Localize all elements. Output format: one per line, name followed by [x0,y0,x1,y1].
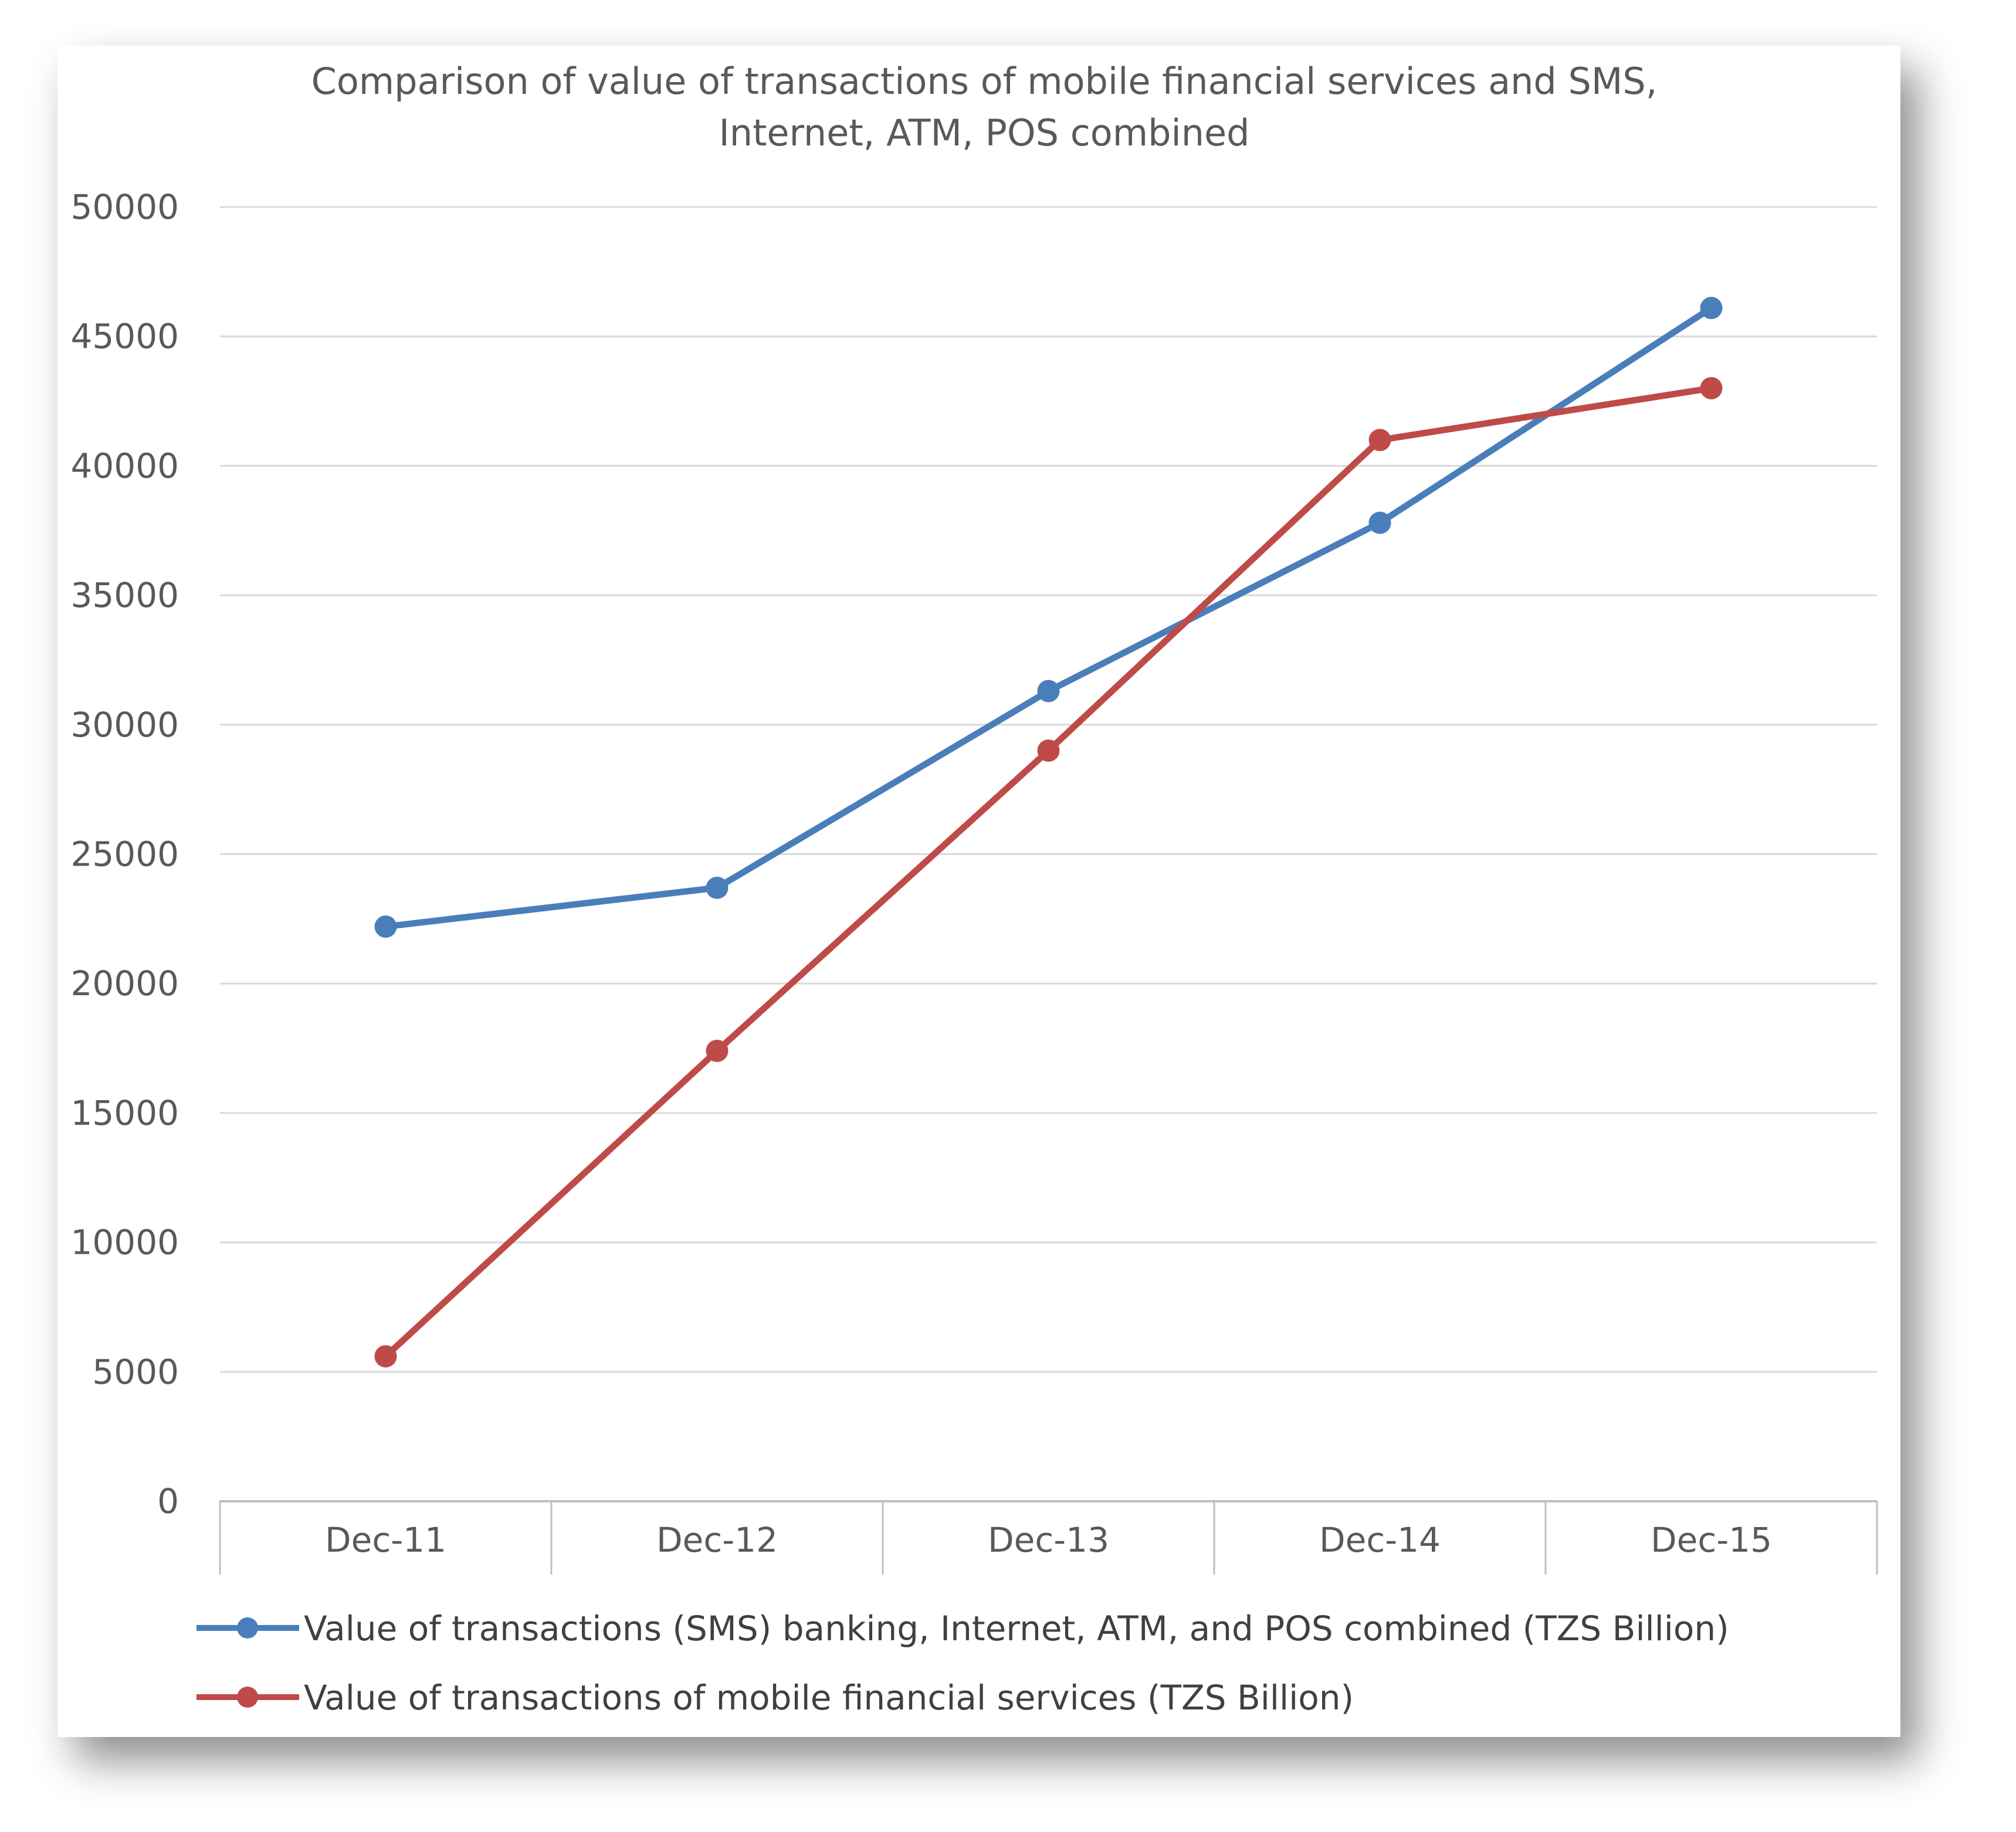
chart-card [57,46,1900,1737]
data-point [1037,680,1060,703]
y-tick-label: 50000 [70,187,179,227]
x-axis: Dec-11 Dec-12 Dec-13 Dec-14 Dec-15 [219,1500,1878,1575]
legend-item-sms-internet-atm-pos: Value of transactions (SMS) banking, Int… [196,1609,1729,1648]
legend-label: Value of transactions (SMS) banking, Int… [304,1609,1729,1648]
y-tick-label: 40000 [70,446,179,486]
y-tick-label: 10000 [70,1223,179,1263]
x-tick-label: Dec-15 [1651,1520,1772,1560]
series-group [374,297,1723,1368]
x-tick-label: Dec-14 [1319,1520,1441,1560]
series-2 [374,376,1723,1368]
gridlines [220,206,1877,1373]
x-tick-label: Dec-12 [656,1520,778,1560]
y-axis: 0 5000 10000 15000 20000 25000 30000 35000 40000… [70,187,179,1521]
legend-swatch-marker [237,1617,258,1638]
y-tick-label: 15000 [70,1093,179,1133]
chart-title: Comparison of value of transactions of m… [311,60,1658,154]
x-tick-label: Dec-11 [325,1520,446,1560]
legend-swatch-marker [237,1687,258,1708]
y-tick-label: 0 [157,1481,179,1521]
data-point [1700,376,1723,399]
series-line [382,304,1715,930]
data-point [1037,739,1060,762]
y-tick-label: 45000 [70,317,179,357]
data-point [1700,297,1723,320]
data-point [374,1345,397,1368]
y-tick-label: 35000 [70,575,179,615]
data-point [1368,511,1391,534]
chart-title-line-2: Internet, ATM, POS combined [719,111,1249,154]
y-tick-label: 20000 [70,964,179,1003]
data-point [706,1039,729,1062]
data-point [374,915,397,938]
data-point [706,876,729,899]
y-tick-label: 25000 [70,834,179,874]
chart-title-line-1: Comparison of value of transactions of m… [311,60,1658,103]
legend: Value of transactions (SMS) banking, Int… [196,1609,1729,1718]
legend-item-mobile-financial-services: Value of transactions of mobile financia… [196,1678,1354,1718]
y-tick-label: 5000 [92,1352,179,1392]
series-line [382,385,1715,1360]
data-point [1368,429,1391,452]
x-tick-label: Dec-13 [988,1520,1109,1560]
series-1 [374,297,1723,938]
legend-label: Value of transactions of mobile financia… [304,1678,1354,1718]
y-tick-label: 30000 [70,705,179,745]
